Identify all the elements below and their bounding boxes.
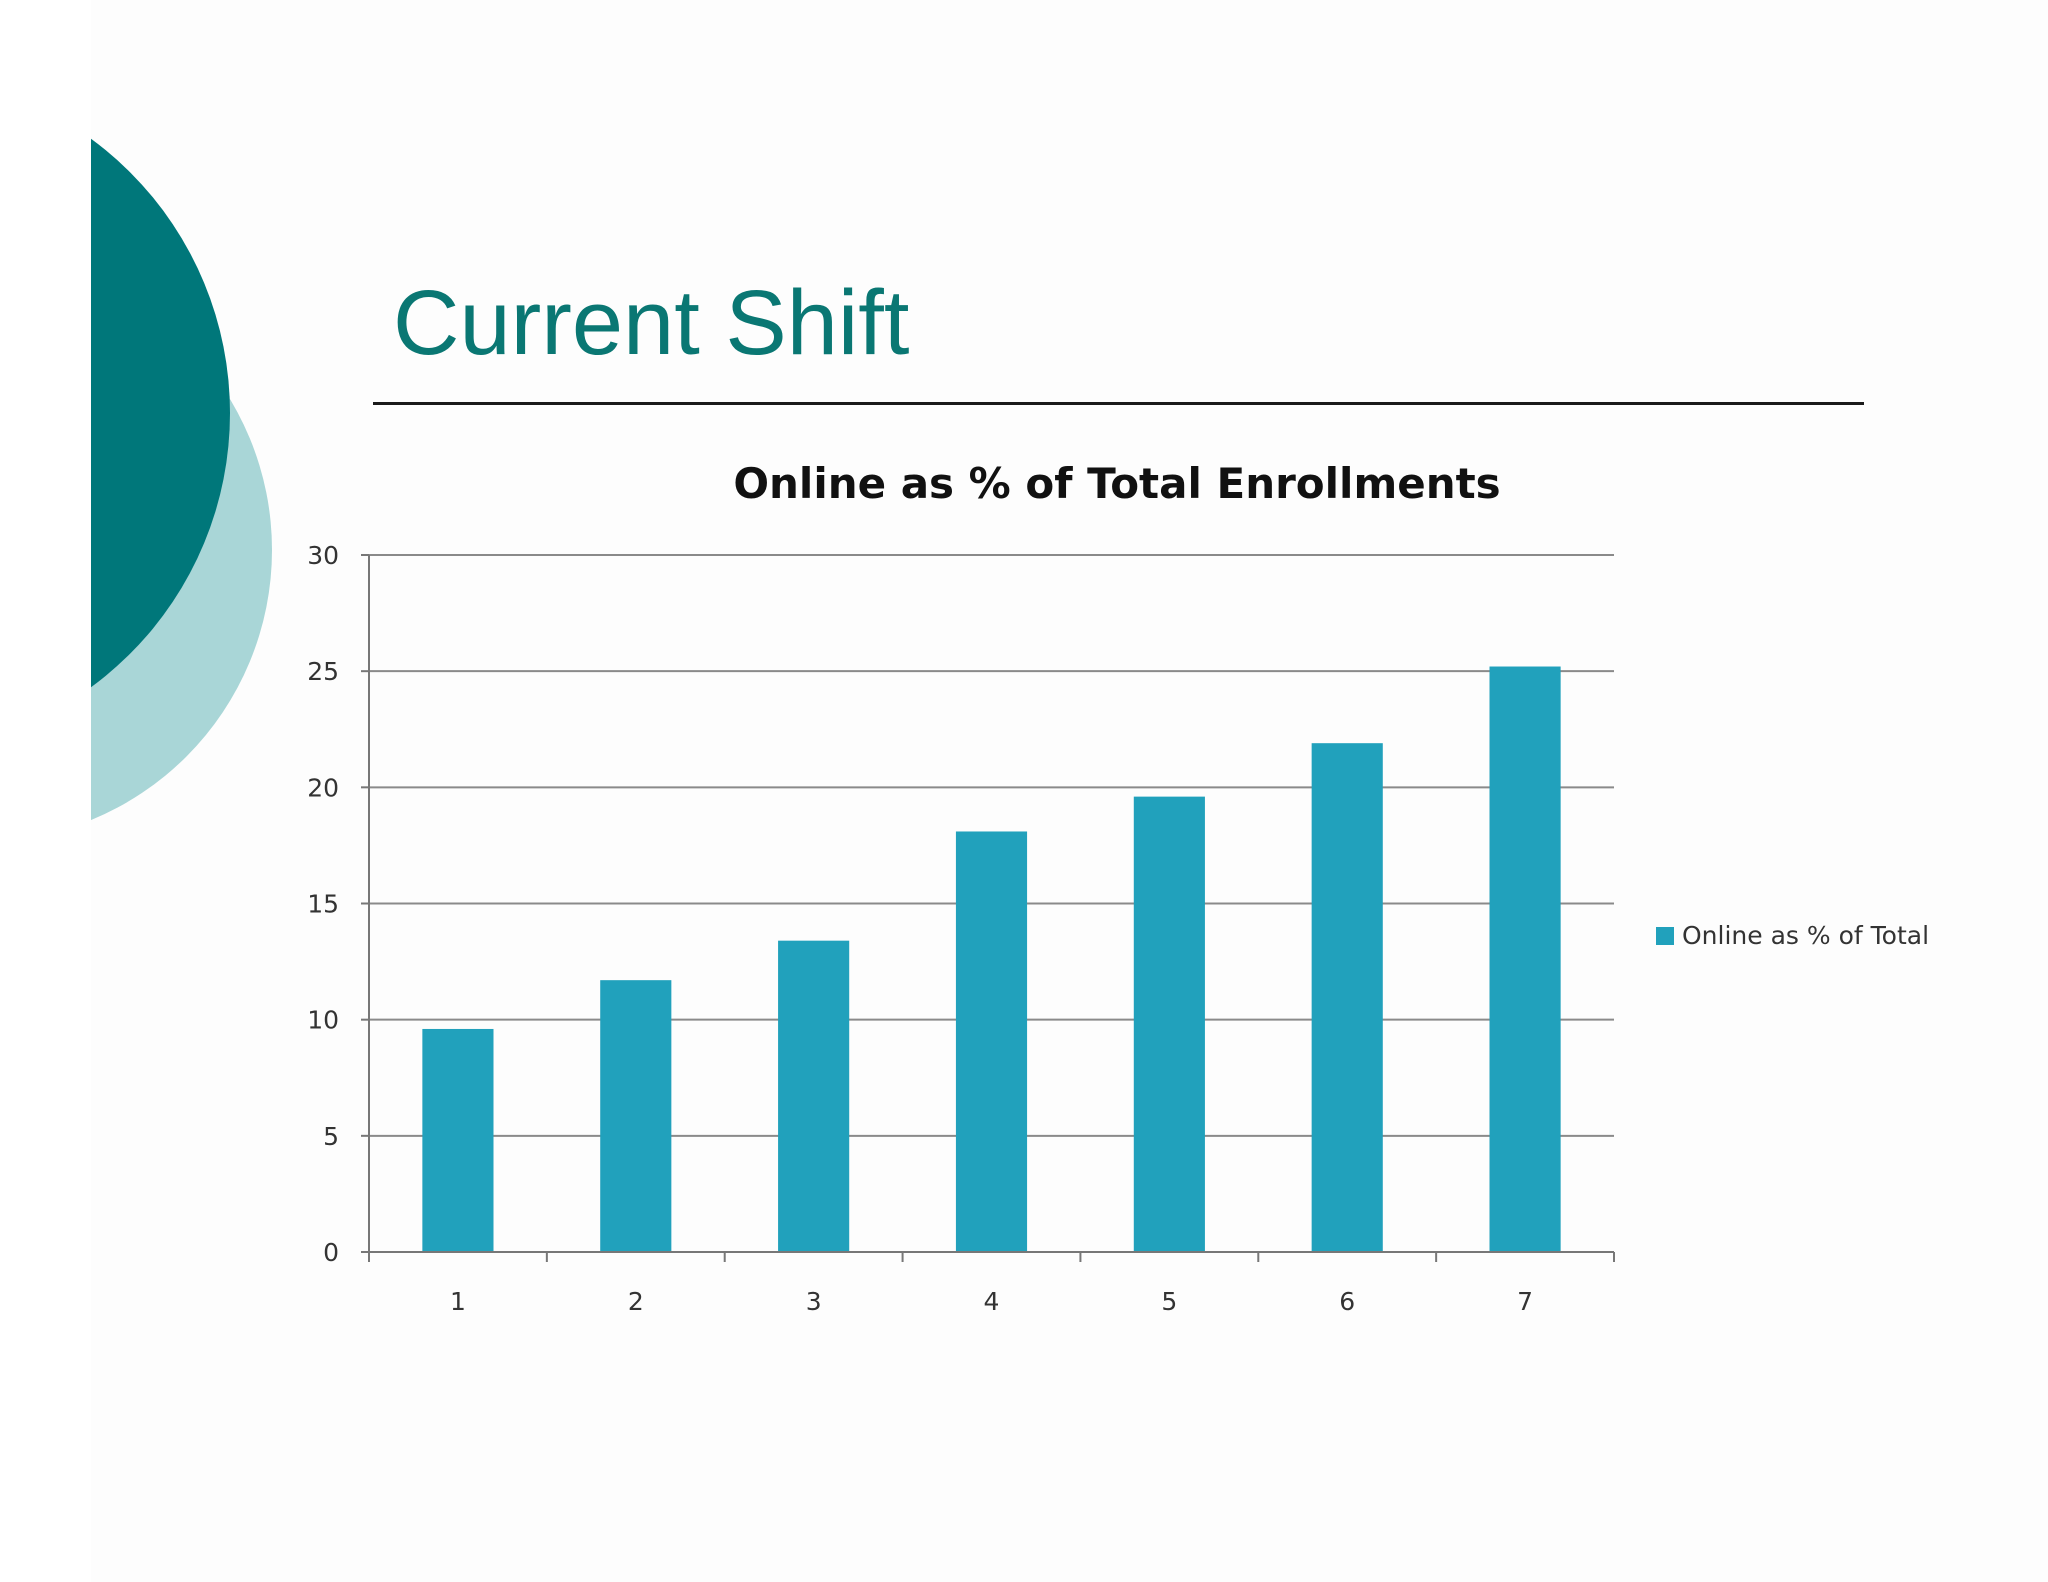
y-tick-label: 25	[307, 657, 339, 686]
y-tick-label: 0	[323, 1238, 339, 1267]
y-axis-labels: 0 5 10 15 20 25 30	[307, 541, 339, 1267]
chart-title: Online as % of Total Enrollments	[733, 459, 1500, 508]
slide-background	[91, 0, 2048, 1582]
x-tick-label: 3	[806, 1287, 822, 1316]
y-tick-label: 5	[323, 1122, 339, 1151]
x-tick-label: 7	[1517, 1287, 1533, 1316]
x-tick-label: 2	[628, 1287, 644, 1316]
bar-5	[1133, 796, 1205, 1252]
legend: Online as % of Total	[1656, 921, 1929, 950]
title-divider	[373, 402, 1864, 405]
slide-title: Current Shift	[393, 272, 910, 374]
x-tick-label: 1	[450, 1287, 466, 1316]
x-tick-label: 5	[1161, 1287, 1177, 1316]
legend-swatch	[1656, 927, 1674, 945]
x-tick-label: 4	[984, 1287, 1000, 1316]
x-axis-labels: 1 2 3 4 5 6 7	[450, 1287, 1533, 1316]
bar-7	[1489, 666, 1561, 1252]
y-tick-label: 30	[307, 541, 339, 570]
bar-2	[600, 980, 672, 1252]
bar-6	[1311, 743, 1383, 1252]
y-tick-label: 15	[307, 890, 339, 919]
dark-teal-circle	[91, 138, 230, 688]
bar-3	[778, 940, 850, 1252]
decorative-circles	[91, 138, 272, 820]
legend-label: Online as % of Total	[1682, 921, 1929, 950]
y-tick-label: 10	[307, 1006, 339, 1035]
bars	[422, 666, 1561, 1252]
y-tick-label: 20	[307, 773, 339, 802]
bar-4	[955, 831, 1028, 1252]
bar-1	[422, 1028, 494, 1252]
x-tick-label: 6	[1339, 1287, 1355, 1316]
axes	[361, 554, 1615, 1262]
